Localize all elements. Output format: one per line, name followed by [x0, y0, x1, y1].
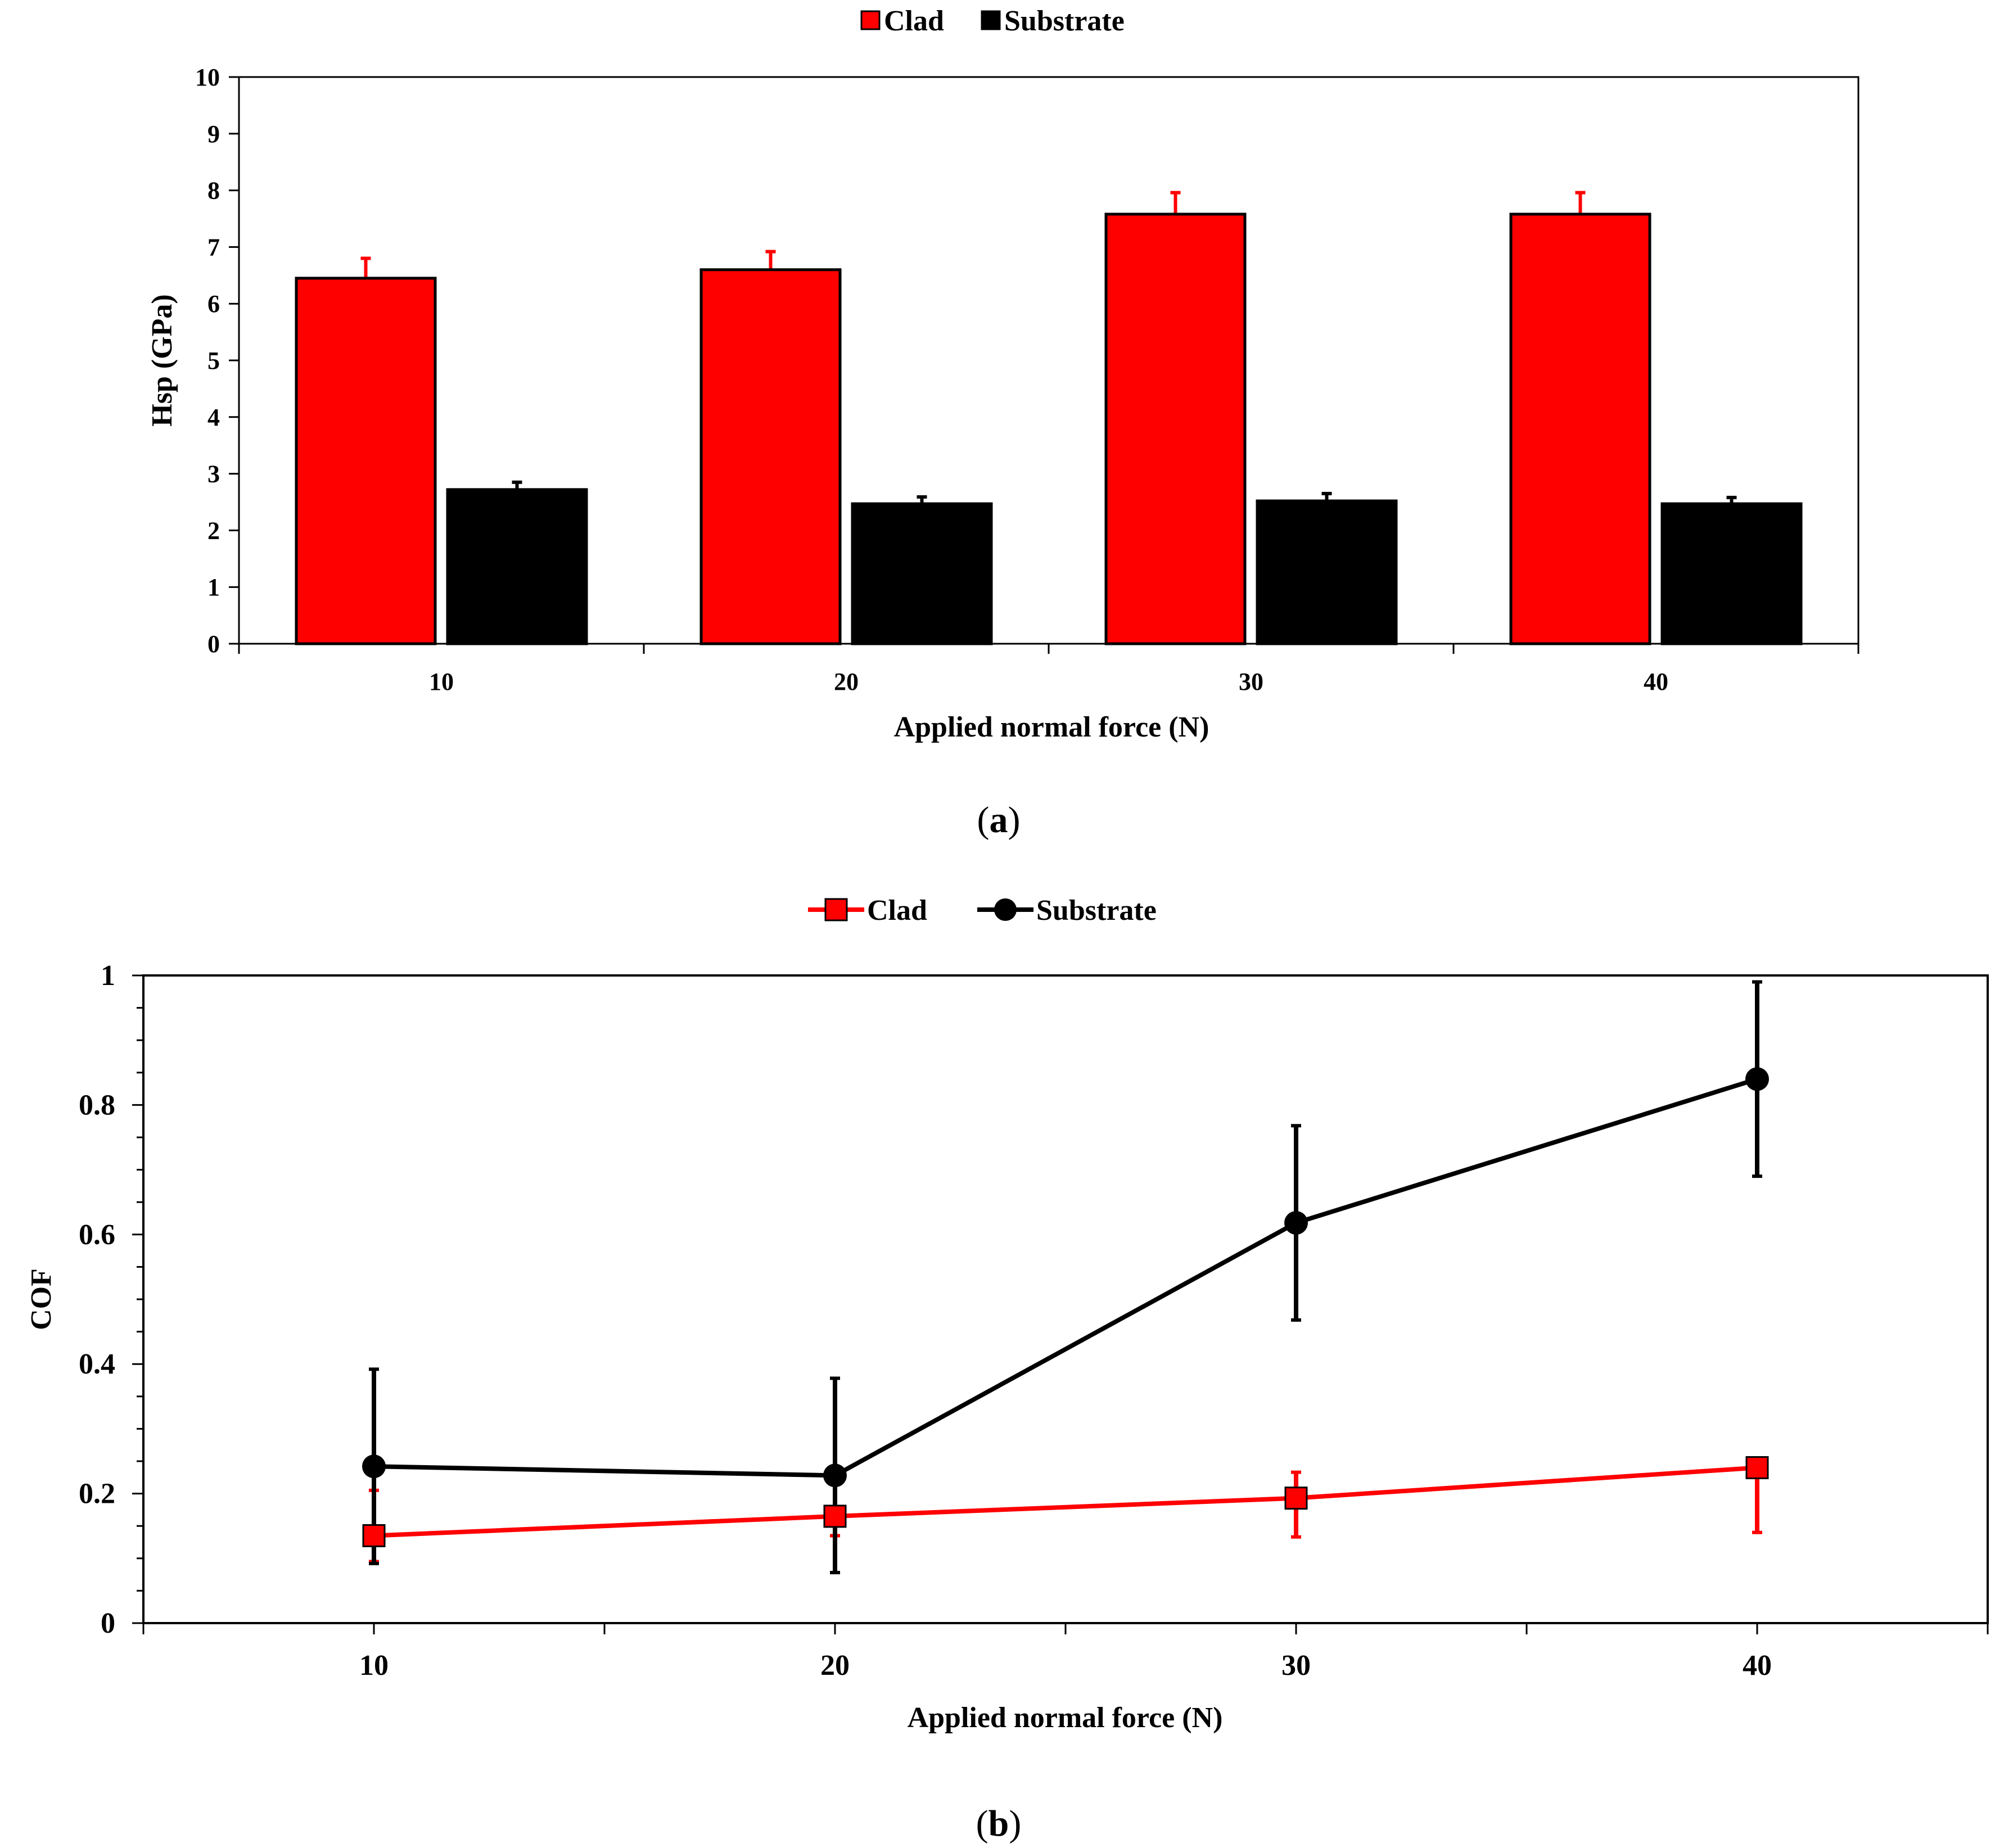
y-tick-label-b: 0.6	[79, 1219, 115, 1251]
x-axis-title-a: Applied normal force (N)	[894, 711, 1209, 743]
data-point-clad	[362, 1524, 386, 1547]
series-line-substrate	[373, 1077, 1758, 1478]
x-tick-label-b: 30	[1281, 1650, 1311, 1682]
series-line-clad	[373, 1465, 1758, 1538]
legend-marker-substrate	[994, 898, 1017, 921]
x-tick-label-a: 10	[429, 668, 454, 695]
bar-substrate	[851, 502, 993, 645]
y-tick-label-a: 10	[195, 64, 220, 91]
data-point-substrate	[362, 1454, 386, 1479]
bar-marks	[295, 191, 1803, 645]
legend-swatch-substrate	[981, 10, 1001, 30]
y-tick-label-a: 9	[207, 120, 220, 148]
bar-substrate	[446, 488, 588, 645]
data-point-clad	[1284, 1486, 1308, 1510]
bar-clad	[699, 268, 842, 645]
y-tick-label-b: 0.4	[79, 1348, 115, 1380]
legend-label-clad-b: Clad	[867, 894, 927, 927]
y-tick-label-a: 6	[207, 290, 220, 318]
x-tick-label-b: 20	[820, 1650, 850, 1682]
data-point-substrate	[823, 1463, 847, 1488]
x-tick-label-a: 20	[834, 668, 859, 695]
bar-substrate	[1256, 499, 1398, 645]
y-tick-label-a: 4	[207, 404, 220, 431]
series-lines	[369, 980, 1762, 1575]
y-tick-label-a: 1	[207, 573, 220, 601]
x-tick-label-b: 10	[359, 1650, 389, 1682]
y-tick-label-b: 0	[101, 1607, 115, 1639]
cof-line-chart: Clad Substrate 0 0.2 0.4 0.6 0.8 1 10 20 30 40 A…	[25, 894, 1989, 1844]
x-axis-a: 10 20 30 40	[238, 644, 1859, 695]
data-point-clad	[1745, 1456, 1769, 1480]
legend-b: Clad Substrate	[808, 894, 1157, 927]
bar-clad	[1104, 213, 1247, 645]
bar-clad	[1509, 213, 1651, 645]
data-point-substrate	[1284, 1211, 1308, 1235]
y-tick-label-b: 1	[101, 960, 115, 992]
data-point-clad	[823, 1504, 847, 1528]
y-tick-label-a: 0	[207, 630, 220, 658]
legend-marker-clad	[824, 898, 848, 921]
y-tick-label-a: 5	[207, 347, 220, 374]
y-tick-label-b: 0.2	[79, 1478, 115, 1510]
data-point-substrate	[1745, 1067, 1769, 1091]
y-axis-title-b: COF	[25, 1268, 57, 1330]
plot-frame-b	[142, 974, 1989, 1624]
y-tick-label-a: 2	[207, 517, 220, 544]
legend-a: Clad Substrate	[860, 5, 1125, 37]
legend-label-clad: Clad	[884, 5, 944, 37]
y-tick-label-a: 8	[207, 177, 220, 205]
series-markers	[362, 1067, 1769, 1547]
x-tick-label-b: 40	[1743, 1650, 1772, 1682]
legend-label-substrate: Substrate	[1004, 5, 1125, 37]
y-tick-label-a: 3	[207, 460, 220, 488]
x-axis-b: 10 20 30 40	[142, 1623, 1989, 1682]
y-axis-b: 0 0.2 0.4 0.6 0.8 1	[79, 960, 143, 1639]
y-axis-title-a: Hsp (GPa)	[146, 294, 178, 426]
caption-b: (b)	[976, 1803, 1022, 1844]
bar-clad	[295, 277, 437, 645]
x-axis-title-b: Applied normal force (N)	[908, 1702, 1223, 1734]
x-tick-label-a: 30	[1239, 668, 1263, 695]
y-tick-label-a: 7	[207, 233, 220, 261]
y-axis-a: 0 1 2 3 4 5 6 7 8 9 10	[195, 64, 239, 658]
y-tick-label-b: 0.8	[79, 1089, 115, 1121]
hardness-bar-chart: Clad Substrate 0 1 2 3 4 5 6 7 8 9 10 10 20 30 40 App…	[146, 5, 1859, 841]
x-tick-label-a: 40	[1644, 668, 1668, 695]
caption-a: (a)	[977, 799, 1021, 841]
legend-swatch-clad	[860, 10, 881, 30]
bar-substrate	[1660, 502, 1803, 645]
legend-label-substrate-b: Substrate	[1036, 894, 1157, 927]
